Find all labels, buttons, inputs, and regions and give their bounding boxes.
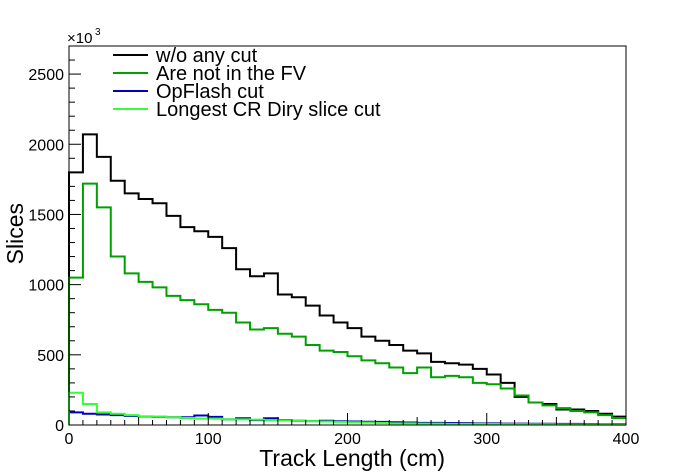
y-axis-multiplier-exponent: 3 — [95, 27, 101, 38]
y-tick-label: 2000 — [28, 137, 64, 154]
x-tick-label: 0 — [65, 431, 74, 448]
series-line-1 — [68, 182, 626, 425]
y-tick-label: 2500 — [28, 67, 64, 84]
x-tick-label: 300 — [473, 431, 500, 448]
y-tick-label: 0 — [55, 418, 64, 435]
legend-label: w/o any cut — [155, 45, 258, 67]
legend-label: Are not in the FV — [156, 63, 307, 85]
x-tick-label: 200 — [334, 431, 361, 448]
y-axis-title: Slices — [2, 203, 28, 264]
y-tick-label: 1500 — [28, 207, 64, 224]
ticks-layer: 0 100 200 300 400 0 500 1000 1500 2000 2500 — [28, 45, 640, 448]
legend-label: Longest CR Diry slice cut — [156, 99, 381, 121]
x-tick-label: 100 — [195, 431, 222, 448]
series-layer — [68, 133, 626, 426]
series-line-0 — [68, 133, 626, 425]
x-axis-title: Track Length (cm) — [259, 445, 445, 471]
series-line-3 — [68, 391, 626, 426]
x-tick-label: 400 — [613, 431, 640, 448]
legend-label: OpFlash cut — [156, 81, 264, 103]
y-tick-label: 500 — [37, 348, 64, 365]
y-tick-label: 1000 — [28, 278, 64, 295]
y-axis-multiplier: ×10 — [67, 30, 92, 47]
